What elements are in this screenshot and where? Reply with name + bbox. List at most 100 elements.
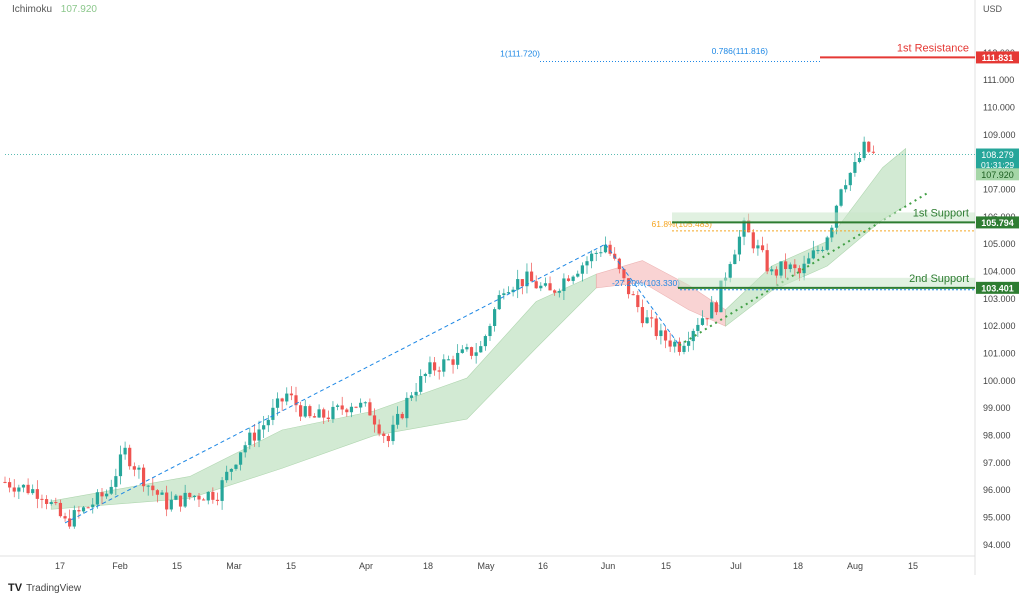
candle-body — [202, 499, 206, 501]
candle-body — [400, 413, 404, 419]
candle-body — [63, 516, 67, 519]
candle-body — [12, 487, 16, 492]
price-countdown: 01:31:29 — [981, 160, 1014, 170]
candle-body — [479, 346, 483, 353]
y-tick-label: 101.000 — [983, 348, 1016, 358]
candle-body — [502, 293, 506, 296]
current-price-tag-bg — [976, 148, 1019, 171]
candle-body — [820, 249, 825, 251]
candle-body — [49, 502, 53, 504]
candle-body — [437, 370, 441, 372]
candle-body — [663, 330, 668, 341]
candle-body — [756, 245, 760, 249]
candle-body — [44, 499, 49, 504]
candle-body — [257, 429, 261, 441]
candle-body — [816, 250, 820, 252]
candle-body — [645, 317, 649, 324]
candle-body — [848, 172, 852, 186]
candle-body — [359, 402, 363, 408]
candle-body — [409, 395, 414, 398]
fib-label: -27.20%(103.330) — [612, 278, 680, 288]
candle-body — [91, 504, 95, 508]
price-tag: 103.401 — [981, 283, 1014, 293]
candle-body — [493, 309, 497, 326]
candle-body — [520, 279, 524, 287]
candle-body — [81, 507, 86, 512]
candle-body — [169, 499, 173, 510]
candle-body — [465, 347, 469, 350]
candle-body — [654, 318, 658, 337]
candle-body — [128, 447, 132, 467]
price-tag-bg — [976, 216, 1019, 229]
support-label: 1st Support — [913, 207, 969, 219]
candle-body — [432, 362, 437, 371]
candle-body — [710, 302, 714, 319]
candle-body — [174, 495, 178, 500]
candle-body — [123, 447, 127, 455]
candle-body — [557, 291, 561, 293]
candle-body — [636, 295, 640, 308]
trendline — [64, 243, 606, 524]
y-tick-label: 111.000 — [983, 75, 1014, 85]
candle-body — [543, 283, 548, 286]
candle-body — [317, 409, 321, 418]
candle-body — [165, 492, 169, 510]
candle-body — [474, 352, 478, 356]
candle-body — [650, 317, 654, 319]
candle-body — [146, 485, 150, 487]
candle-body — [640, 307, 645, 324]
y-tick-label: 99.000 — [983, 403, 1011, 413]
support-zone — [678, 277, 975, 288]
candle-body — [862, 141, 866, 159]
candle-body — [585, 261, 589, 266]
candle-body — [266, 419, 270, 426]
x-tick-label: 18 — [793, 561, 803, 571]
candle-body — [248, 432, 252, 446]
candle-body — [460, 349, 464, 353]
candle-body — [363, 402, 367, 404]
candle-body — [303, 406, 307, 417]
ichimoku-cloud-segment — [595, 260, 726, 327]
candle-body — [326, 417, 330, 420]
candle-body — [192, 495, 196, 498]
current-price-tag: 108.279 — [981, 150, 1014, 160]
candle-body — [141, 467, 146, 487]
candle-body — [220, 480, 224, 501]
fib-label: 61.8%(105.483) — [652, 219, 713, 229]
candle-body — [539, 285, 543, 289]
x-tick-label: Jun — [601, 561, 616, 571]
candle-body — [580, 265, 584, 274]
resistance-label: 1st Resistance — [897, 42, 969, 54]
candle-body — [516, 279, 520, 290]
candle-body — [275, 398, 280, 408]
candle-body — [779, 261, 783, 276]
price-tag: 111.831 — [982, 53, 1014, 63]
candle-body — [673, 341, 677, 347]
candle-body — [857, 158, 862, 163]
x-tick-label: Feb — [112, 561, 128, 571]
y-tick-label: 103.000 — [983, 294, 1016, 304]
y-tick-label: 107.000 — [983, 184, 1016, 194]
candle-body — [844, 185, 848, 190]
x-tick-label: Mar — [226, 561, 242, 571]
brand-logo[interactable]: TV TradingView — [8, 582, 81, 594]
candle-body — [405, 397, 409, 419]
candle-body — [234, 464, 238, 469]
candle-body — [797, 268, 802, 274]
candle-body — [760, 245, 765, 251]
candle-body — [871, 151, 875, 153]
candle-body — [109, 486, 113, 494]
candle-body — [386, 435, 390, 442]
y-tick-label: 104.000 — [983, 266, 1016, 276]
candle-body — [700, 318, 705, 325]
candle-body — [853, 162, 857, 173]
candle-body — [118, 454, 123, 477]
candle-body — [3, 481, 7, 483]
candle-body — [211, 491, 215, 500]
indicator-legend[interactable]: Ichimoku 107.920 — [12, 4, 103, 15]
indicator-value: 107.920 — [60, 4, 97, 15]
candle-body — [322, 409, 326, 418]
candle-body — [696, 324, 700, 331]
